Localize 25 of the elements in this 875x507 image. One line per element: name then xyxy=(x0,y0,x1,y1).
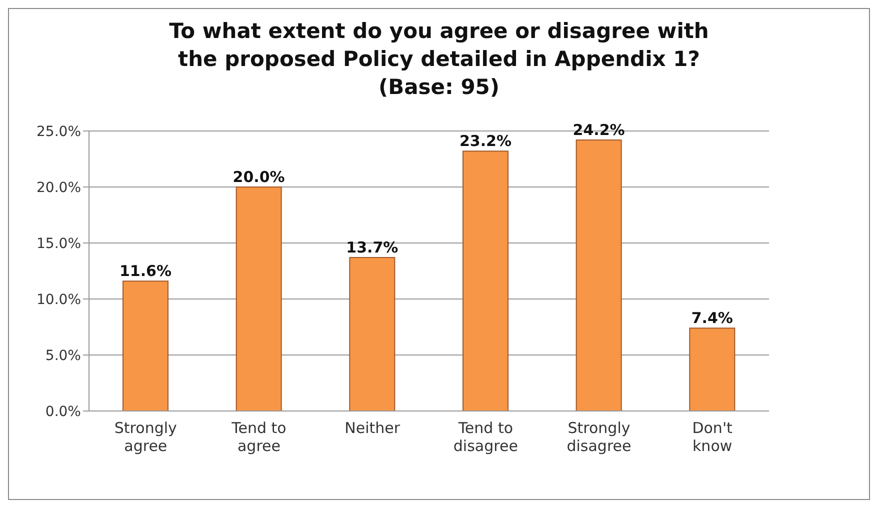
bar xyxy=(236,186,282,411)
bar xyxy=(689,328,736,411)
data-label: 11.6% xyxy=(119,262,172,280)
data-label: 20.0% xyxy=(232,168,285,186)
bar xyxy=(349,257,396,411)
chart-title: To what extent do you agree or disagree with the proposed Policy detailed in Appendix 1? (Base: 95) xyxy=(168,18,710,101)
x-tick-label: Neither xyxy=(344,419,401,437)
x-tick-label: Don't know xyxy=(692,419,733,455)
data-label: 24.2% xyxy=(572,120,625,139)
bar xyxy=(122,280,168,411)
x-tick-label: Tend to agree xyxy=(230,419,286,455)
y-tick-label: 10.0% xyxy=(36,292,81,308)
x-tick-label: Strongly disagree xyxy=(566,419,632,455)
x-tick-label: Tend to disagree xyxy=(453,419,518,455)
y-tick-label: 20.0% xyxy=(36,180,81,196)
y-tick-label: 0.0% xyxy=(45,404,81,420)
y-tick-label: 5.0% xyxy=(45,348,81,364)
bar xyxy=(462,150,508,411)
y-tick-label: 25.0% xyxy=(36,124,81,140)
y-tick-label: 15.0% xyxy=(36,236,81,252)
data-label: 7.4% xyxy=(691,309,733,328)
data-label: 23.2% xyxy=(459,132,512,150)
data-label: 13.7% xyxy=(346,238,398,257)
bar xyxy=(576,139,622,411)
x-tick-label: Strongly agree xyxy=(114,419,178,455)
